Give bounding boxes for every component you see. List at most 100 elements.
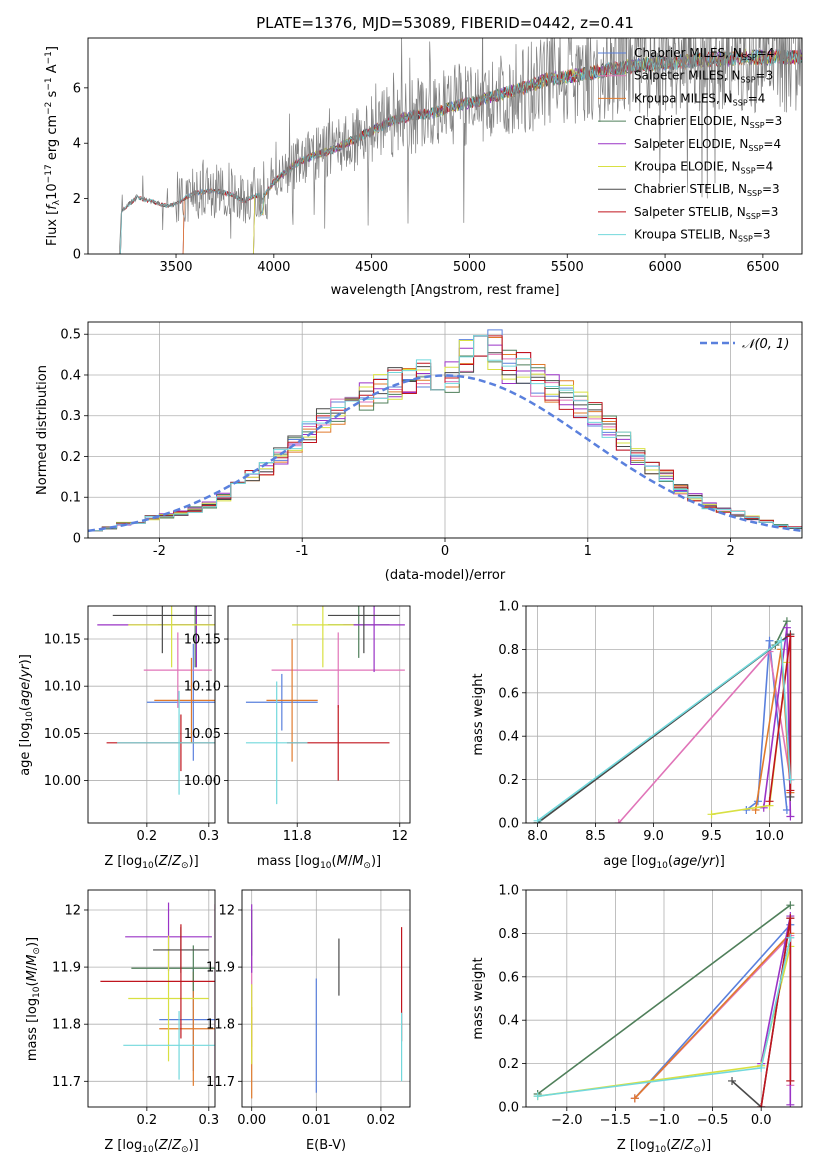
x-tick-label: 2 (726, 544, 734, 559)
legend-sub: SSP (748, 144, 763, 153)
legend-sub: SSP (747, 189, 762, 198)
y-tick-label: 6 (73, 81, 81, 96)
panel-weight-vs-age: 8.0 8.5 9.0 9.5 10.0 0.0 0.2 0.4 0.6 0.8 1.0 mass w… (471, 600, 803, 871)
label-part: ⊙ (363, 861, 371, 871)
label-part: ⊙ (32, 947, 42, 955)
errorbar-point (245, 673, 318, 731)
x-tick-label: 9.0 (643, 829, 664, 844)
label-part: ( (666, 1138, 671, 1153)
label-part: ⊙ (181, 861, 189, 871)
legend-entry: Chabrier MILES, NSSP=4 (634, 46, 774, 62)
label-part: M (25, 970, 40, 981)
legend-name: Chabrier ELODIE, N (634, 114, 750, 128)
label-part: mass [log (25, 998, 40, 1061)
x-axis-label: age [log10(age/yr)] (603, 854, 725, 871)
errorbar-point (128, 935, 209, 1062)
x-tick-label: 3500 (159, 260, 192, 275)
errorbar-point (100, 924, 215, 1039)
weight-marker (765, 636, 774, 645)
panel-mass-vs-ebv: 0.00 0.01 0.02 11.7 11.8 11.9 12 E(B-V) (206, 889, 411, 1153)
legend-entry: Salpeter ELODIE, NSSP=4 (634, 137, 781, 153)
errorbar-point (245, 681, 308, 805)
label-part: ( (25, 981, 40, 986)
weight-marker (786, 901, 795, 910)
x-tick-label: 9.5 (701, 829, 722, 844)
weight-marker (786, 632, 795, 641)
legend-entry: Kroupa STELIB, NSSP=3 (634, 228, 771, 244)
errorbar-point (154, 657, 215, 743)
label-part: 10 (656, 861, 668, 871)
label-part: λ (52, 199, 62, 205)
x-axis-label: Z [log10(Z/Z⊙)] (617, 1138, 711, 1155)
weight-marker (757, 1063, 766, 1072)
weight-marker (786, 812, 795, 821)
x-tick-label: 5500 (551, 260, 584, 275)
label-part: 10 (45, 183, 60, 200)
legend-sub: SSP (733, 98, 748, 107)
y-tick-label: 0.3 (60, 409, 81, 424)
legend-sub: SSP (741, 167, 756, 176)
weight-marker (777, 636, 786, 645)
label-part: Z [log (104, 1138, 142, 1153)
y-axis-label: Normed distribution (35, 365, 50, 495)
weight-marker (786, 1076, 795, 1085)
label-part: yr (701, 854, 717, 869)
legend-name: Chabrier MILES, N (634, 46, 742, 60)
legend-name: Chabrier STELIB, N (634, 182, 747, 196)
axes-frame (87, 889, 216, 1108)
y-tick-label: 0.6 (498, 686, 519, 701)
histogram-series (88, 335, 802, 538)
plot-area (88, 322, 802, 538)
x-tick-label: 0.2 (137, 829, 158, 844)
y-tick-label: 0.8 (498, 643, 519, 658)
axes-frame (525, 605, 803, 824)
errorbar-point (131, 945, 215, 992)
y-tick-label: 11.8 (206, 1018, 235, 1033)
weight-marker (786, 1100, 795, 1107)
y-tick-label: 10.10 (44, 680, 81, 695)
x-axis-label: mass [log10(M/M⊙)] (257, 854, 381, 871)
legend-name: Kroupa MILES, N (634, 91, 733, 105)
label-part: ⊙ (693, 1145, 701, 1155)
y-tick-label: 2 (73, 192, 81, 207)
y-axis-label: mass weight (471, 673, 486, 755)
x-tick-label: 8.5 (585, 829, 606, 844)
label-part: Z (684, 1138, 695, 1153)
label-part: / (697, 854, 702, 869)
plot-area (228, 606, 410, 823)
label-part: 10 (32, 986, 42, 998)
chart-title: PLATE=1376, MJD=53089, FIBERID=0442, z=0… (256, 14, 634, 32)
weight-marker (786, 786, 795, 795)
label-part: −2 (44, 102, 54, 115)
y-tick-label: 0 (73, 532, 81, 547)
y-tick-label: 12 (218, 903, 235, 918)
x-tick-label: 0.00 (237, 1113, 266, 1128)
errorbar-point (128, 606, 215, 668)
plot-area (88, 890, 215, 1107)
label-part: / (18, 677, 33, 682)
legend-name: Salpeter STELIB, N (634, 205, 746, 219)
x-tick-label: 4000 (257, 260, 290, 275)
legend-suffix: =3 (762, 182, 780, 196)
legend-suffix: =4 (748, 91, 766, 105)
label-part: 10 (142, 861, 154, 871)
weight-marker (533, 816, 542, 823)
label-part: Z (670, 1138, 681, 1153)
y-tick-label: 0.2 (498, 773, 519, 788)
legend-entry: Salpeter MILES, NSSP=3 (634, 69, 773, 85)
label-part: mass [log (257, 854, 320, 869)
label-part: Z (171, 854, 182, 869)
label-part: −17 (44, 164, 54, 183)
x-tick-label: 12 (391, 829, 408, 844)
label-part: Z (158, 854, 169, 869)
axes-frame (87, 321, 803, 539)
label-part: )] (18, 654, 33, 664)
x-tick-label: 5000 (453, 260, 486, 275)
label-part: 10 (320, 861, 332, 871)
y-tick-label: 10.00 (44, 774, 81, 789)
label-part: Z (171, 1138, 182, 1153)
x-tick-label: 4500 (355, 260, 388, 275)
